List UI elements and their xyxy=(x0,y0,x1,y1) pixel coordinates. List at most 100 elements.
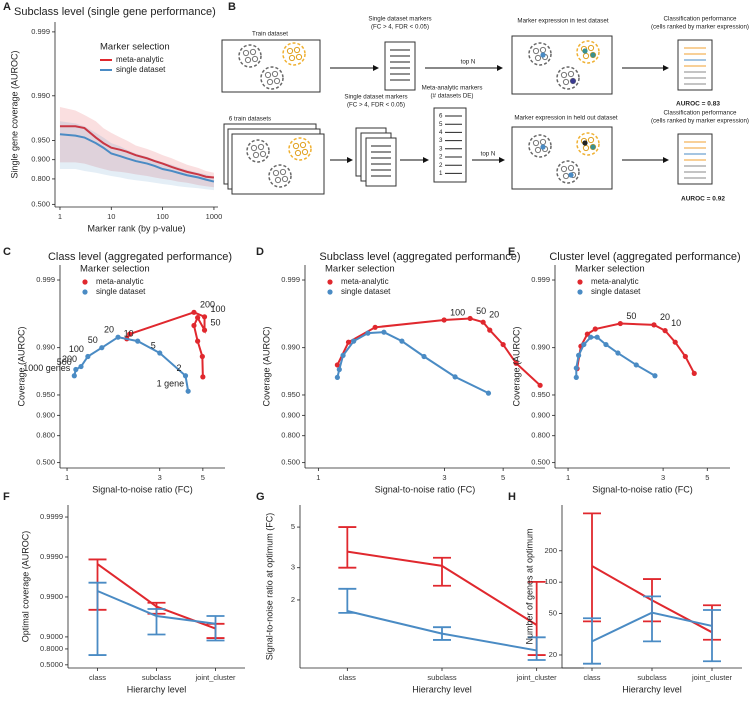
x-tick-label: class xyxy=(583,673,600,682)
x-tick-label: 3 xyxy=(158,473,162,482)
y-axis-label: Coverage (AUROC) xyxy=(16,326,26,406)
de-count: 2 xyxy=(439,162,443,169)
data-point xyxy=(537,382,543,388)
point-label: 10 xyxy=(124,328,134,338)
y-tick-label: 200 xyxy=(544,546,557,555)
data-point xyxy=(351,338,357,344)
data-point xyxy=(85,353,91,360)
chart-panel: D Subclass level (aggregated performance)… xyxy=(256,246,545,494)
y-tick-label: 0.9900 xyxy=(40,592,63,601)
y-tick-label: 0.5000 xyxy=(40,660,63,669)
data-point xyxy=(487,327,493,333)
point-label: 100 xyxy=(211,304,226,314)
data-point xyxy=(115,334,121,340)
dataset-box xyxy=(221,39,321,93)
point-label: 50 xyxy=(476,306,486,316)
diagram-text: Meta-analytic markers xyxy=(422,85,483,92)
diagram-text: top N xyxy=(461,59,476,66)
point-label: 1 gene xyxy=(157,379,185,389)
y-axis-label: Coverage (AUROC) xyxy=(511,326,521,406)
y-tick-label: 0.900 xyxy=(36,410,55,419)
confidence-band xyxy=(59,121,214,191)
data-point xyxy=(345,339,352,345)
point-label: 20 xyxy=(489,310,499,320)
panel-label: A xyxy=(3,1,11,13)
legend-swatch xyxy=(577,289,583,295)
y-tick-label: 0.950 xyxy=(281,390,300,399)
data-point xyxy=(682,353,688,360)
y-tick-label: 0.990 xyxy=(281,343,300,352)
y-tick-label: 0.999 xyxy=(36,275,55,284)
y-tick-label: 0.990 xyxy=(31,91,50,100)
diagram-text: AUROC = 0.92 xyxy=(681,196,725,203)
x-tick-label: joint_cluster xyxy=(194,673,236,682)
data-point xyxy=(334,374,340,381)
document-icon xyxy=(365,137,397,187)
diagram-text: (FC > 4, FDR < 0.05) xyxy=(347,102,405,109)
y-tick-label: 0.900 xyxy=(531,410,550,419)
y-axis-label: Signal-to-noise ratio at optimum (FC) xyxy=(264,513,274,661)
data-point xyxy=(467,315,473,322)
legend-swatch xyxy=(82,279,88,285)
legend-label: meta-analytic xyxy=(341,277,389,286)
meta-list-icon xyxy=(433,107,467,183)
series-line xyxy=(59,125,215,179)
marker-cell xyxy=(568,172,574,178)
point-label: 20 xyxy=(104,325,114,335)
de-count: 6 xyxy=(439,113,443,120)
y-tick-label: 0.8000 xyxy=(40,644,63,653)
data-point xyxy=(73,366,79,373)
legend-title: Marker selection xyxy=(100,42,170,53)
dataset-box xyxy=(511,35,613,95)
legend-swatch xyxy=(327,289,333,295)
x-tick-label: class xyxy=(89,673,106,682)
x-tick-label: 1000 xyxy=(206,212,223,221)
diagram-text: Marker expression in held out dataset xyxy=(514,115,617,122)
diagram-text: (FC > 4, FDR < 0.05) xyxy=(371,24,429,31)
panel-label: C xyxy=(3,246,11,258)
data-point xyxy=(191,309,197,315)
data-point xyxy=(334,362,340,368)
de-count: 1 xyxy=(439,170,443,177)
data-point xyxy=(381,329,387,335)
legend-title: Marker selection xyxy=(325,264,395,275)
panel-label: B xyxy=(228,1,236,13)
de-count: 2 xyxy=(439,154,443,161)
marker-cell xyxy=(590,52,596,58)
workflow-diagram: B Train dataset Single dataset markers (… xyxy=(221,1,749,203)
chart-panel: A Subclass level (single gene performance… xyxy=(3,1,222,233)
y-tick-label: 0.9000 xyxy=(40,632,63,641)
data-point xyxy=(633,362,639,368)
x-tick-label: 10 xyxy=(107,212,115,221)
de-count: 5 xyxy=(439,121,443,128)
y-tick-label: 0.950 xyxy=(31,135,50,144)
point-label: 100 xyxy=(450,307,465,317)
y-tick-label: 0.999 xyxy=(281,275,300,284)
data-point xyxy=(480,319,486,325)
data-point xyxy=(691,370,697,377)
x-tick-label: joint_cluster xyxy=(691,673,733,682)
panel-label: H xyxy=(508,491,516,503)
chart-title: Subclass level (single gene performance) xyxy=(14,6,216,18)
x-tick-label: subclass xyxy=(142,673,171,682)
legend-swatch xyxy=(327,279,333,285)
x-tick-label: 1 xyxy=(566,473,570,482)
series-line xyxy=(336,317,541,387)
x-tick-label: 1 xyxy=(58,212,62,221)
panel-label: E xyxy=(508,246,515,258)
y-tick-label: 2 xyxy=(291,595,295,604)
data-point xyxy=(651,322,657,328)
y-tick-label: 0.999 xyxy=(31,27,50,36)
marker-cell xyxy=(540,144,546,150)
diagram-text: AUROC = 0.83 xyxy=(676,101,720,108)
data-point xyxy=(421,353,427,360)
data-point xyxy=(573,365,579,371)
marker-cell xyxy=(582,48,588,54)
diagram-text: Single dataset markers xyxy=(344,94,407,101)
marker-cell xyxy=(540,52,546,58)
y-tick-label: 0.500 xyxy=(531,458,550,467)
data-point xyxy=(340,352,346,358)
data-point xyxy=(500,341,506,348)
x-tick-label: class xyxy=(339,673,356,682)
